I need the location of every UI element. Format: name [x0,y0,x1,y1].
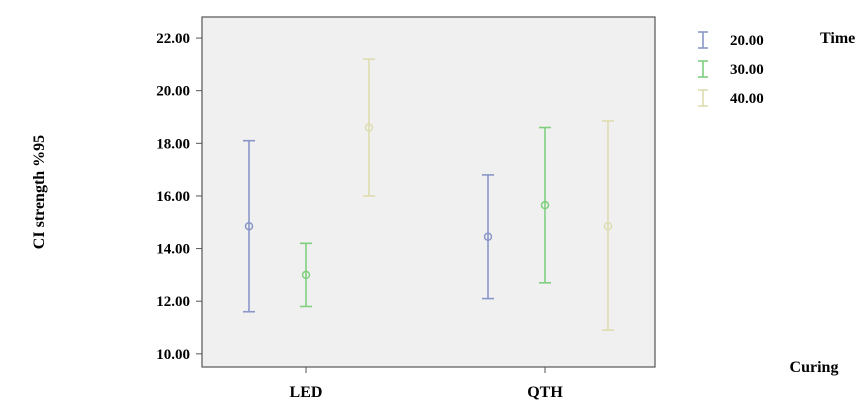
y-tick-label: 14.00 [156,242,190,258]
x-axis: LED QTH [290,367,563,401]
error-bar [482,174,494,300]
y-tick-label: 20.00 [156,84,190,100]
error-bar-mean-point [244,221,254,231]
error-bar [363,58,375,197]
y-axis-label: CI strength %95 [31,135,48,249]
y-tick-label: 18.00 [156,136,190,152]
legend-label: 20.00 [730,33,764,49]
x-tick-label: LED [290,384,323,401]
legend-item: 30.00 [698,60,764,78]
legend: 20.00 30.00 40.00 [698,31,764,107]
x-tick-label: QTH [527,384,563,401]
legend-item: 20.00 [698,31,764,49]
y-axis: 10.00 12.00 14.00 16.00 18.00 20.00 22.00 [156,31,202,363]
y-tick-label: 10.00 [156,347,190,363]
error-bar-mean-point [603,221,613,231]
error-bar [602,120,614,331]
error-bar-mean-point [483,232,493,241]
legend-item: 40.00 [698,89,764,107]
error-bar [539,126,551,284]
legend-label: 30.00 [730,62,764,78]
error-bar-mean-point [540,200,550,210]
error-bar [243,139,255,313]
error-bar-mean-point [301,270,311,280]
error-bar [300,242,312,308]
error-bar-mean-point [364,123,374,132]
y-tick-label: 12.00 [156,294,190,310]
legend-title: Time [820,30,855,47]
x-axis-label: Curing [790,359,839,376]
error-bars [243,58,614,331]
legend-label: 40.00 [730,91,764,107]
y-tick-label: 22.00 [156,31,190,47]
plot-background [201,16,656,368]
y-tick-label: 16.00 [156,189,190,205]
